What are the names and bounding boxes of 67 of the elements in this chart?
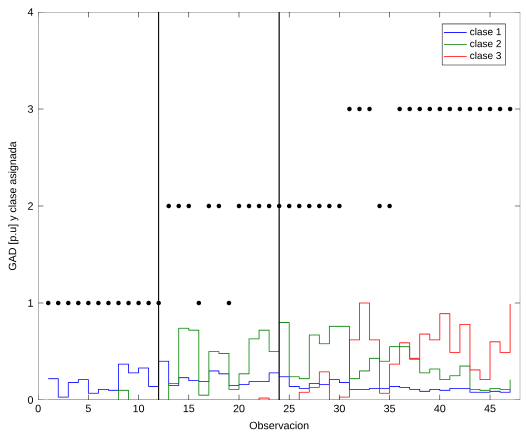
x-tick-label: 45 <box>484 404 496 412</box>
point <box>317 204 322 208</box>
x-tick-label: 15 <box>184 404 194 412</box>
x-tick-label: 5 <box>86 404 91 412</box>
point <box>428 106 432 112</box>
point <box>458 106 462 112</box>
point <box>216 204 222 208</box>
point <box>86 300 91 306</box>
point <box>478 106 482 112</box>
point <box>46 300 50 306</box>
point <box>226 300 232 306</box>
x-tick-label: 10 <box>133 404 144 412</box>
point <box>206 204 212 208</box>
x-tick-label: 0 <box>36 404 41 412</box>
point <box>488 106 492 112</box>
y-tick-label: 4 <box>28 8 34 16</box>
point <box>116 300 121 306</box>
x-tick-label: 30 <box>334 404 345 412</box>
point <box>498 106 502 112</box>
point <box>367 106 372 112</box>
point <box>96 300 101 306</box>
point <box>76 300 81 306</box>
point <box>236 204 242 208</box>
point <box>417 106 422 112</box>
y-tick-label: 3 <box>28 105 33 113</box>
point <box>186 204 192 208</box>
point <box>106 300 111 306</box>
point <box>508 106 512 112</box>
point <box>56 300 61 306</box>
point <box>397 106 402 112</box>
point <box>256 204 262 208</box>
point <box>166 204 171 208</box>
point <box>438 106 442 112</box>
point <box>136 300 141 306</box>
point <box>266 204 272 208</box>
x-axis-title: Observacion <box>250 421 308 430</box>
point <box>407 106 412 112</box>
point <box>296 204 302 208</box>
point <box>286 204 292 208</box>
point <box>176 204 182 208</box>
x-tick-label: 20 <box>234 404 245 412</box>
y-tick-label: 2 <box>28 202 33 210</box>
x-tick-label: 35 <box>384 404 396 412</box>
point <box>448 106 452 112</box>
y-tick-label: 0 <box>28 396 34 404</box>
point <box>66 300 71 306</box>
legend-label: clase 2 <box>470 40 501 48</box>
point <box>276 204 282 208</box>
point <box>307 204 312 208</box>
point <box>468 106 472 112</box>
y-axis-title: GAD [p.u] y clase asignada <box>8 141 18 270</box>
point <box>377 204 382 208</box>
x-tick-label: 40 <box>434 404 446 412</box>
legend-label: clase 1 <box>470 28 501 36</box>
point <box>357 106 362 112</box>
point <box>196 300 202 306</box>
point <box>347 106 352 112</box>
point <box>327 204 332 208</box>
point <box>337 204 342 208</box>
legend-label: clase 3 <box>470 52 501 60</box>
point <box>126 300 131 306</box>
y-tick-label: 1 <box>28 299 33 307</box>
point <box>387 204 392 208</box>
point <box>246 204 252 208</box>
point <box>146 300 151 306</box>
x-tick-label: 25 <box>284 404 295 412</box>
point <box>156 300 161 306</box>
